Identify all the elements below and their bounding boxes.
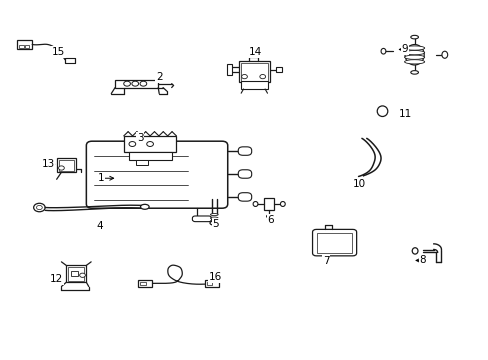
Circle shape [129, 141, 136, 147]
Text: 12: 12 [49, 274, 62, 284]
Text: 10: 10 [352, 179, 366, 189]
Bar [19, 45, 23, 48]
Bar [241, 81, 267, 89]
Ellipse shape [280, 202, 285, 207]
Ellipse shape [209, 221, 218, 225]
Bar [138, 280, 152, 287]
Ellipse shape [410, 35, 418, 39]
Circle shape [241, 75, 247, 79]
Circle shape [132, 81, 138, 86]
Bar [17, 40, 32, 49]
Bar [68, 267, 84, 281]
Bar [207, 282, 211, 285]
Text: 7: 7 [322, 256, 328, 266]
Text: 15: 15 [52, 47, 65, 57]
Circle shape [140, 81, 146, 86]
Ellipse shape [140, 204, 149, 209]
Text: 1: 1 [97, 173, 104, 183]
Bar [205, 280, 218, 287]
Bar [64, 58, 75, 63]
Bar [227, 64, 232, 75]
Text: 6: 6 [267, 215, 274, 225]
FancyBboxPatch shape [238, 193, 251, 201]
Text: 11: 11 [398, 109, 411, 119]
Ellipse shape [411, 248, 417, 254]
FancyBboxPatch shape [192, 216, 211, 222]
Bar [123, 136, 176, 152]
Ellipse shape [441, 51, 447, 58]
FancyBboxPatch shape [312, 229, 356, 256]
Text: 8: 8 [419, 256, 425, 265]
Text: 3: 3 [137, 133, 143, 143]
Text: 5: 5 [212, 219, 219, 229]
Bar [57, 158, 76, 172]
Bar [140, 282, 145, 285]
Ellipse shape [210, 217, 218, 219]
Text: 2: 2 [156, 72, 162, 82]
Circle shape [59, 166, 64, 170]
Text: 9: 9 [401, 45, 407, 54]
Text: 16: 16 [209, 272, 222, 282]
Circle shape [259, 75, 265, 79]
Ellipse shape [380, 48, 385, 54]
Ellipse shape [376, 106, 387, 117]
Bar [263, 198, 274, 210]
Bar [238, 62, 269, 82]
FancyBboxPatch shape [238, 147, 251, 155]
Text: 14: 14 [248, 47, 261, 57]
Ellipse shape [404, 45, 424, 65]
Ellipse shape [404, 55, 424, 59]
Text: 4: 4 [96, 221, 103, 231]
Bar [24, 45, 29, 48]
Ellipse shape [210, 213, 218, 216]
Bar [276, 67, 281, 72]
Circle shape [80, 273, 85, 277]
Ellipse shape [253, 202, 257, 207]
Ellipse shape [404, 46, 424, 50]
Ellipse shape [410, 71, 418, 74]
Bar [128, 152, 171, 159]
Circle shape [34, 203, 45, 212]
Bar [240, 63, 267, 81]
Bar [115, 80, 158, 87]
Bar [317, 233, 351, 253]
Bar [66, 265, 86, 282]
Circle shape [37, 206, 42, 210]
Circle shape [146, 141, 153, 147]
FancyBboxPatch shape [238, 170, 251, 178]
Bar [59, 159, 74, 171]
Text: 13: 13 [41, 159, 55, 169]
Bar [71, 271, 78, 276]
Bar [136, 159, 147, 165]
Ellipse shape [266, 215, 271, 218]
FancyBboxPatch shape [86, 141, 227, 208]
Ellipse shape [404, 60, 424, 64]
Ellipse shape [210, 221, 218, 223]
Ellipse shape [404, 50, 424, 55]
Circle shape [123, 81, 130, 86]
